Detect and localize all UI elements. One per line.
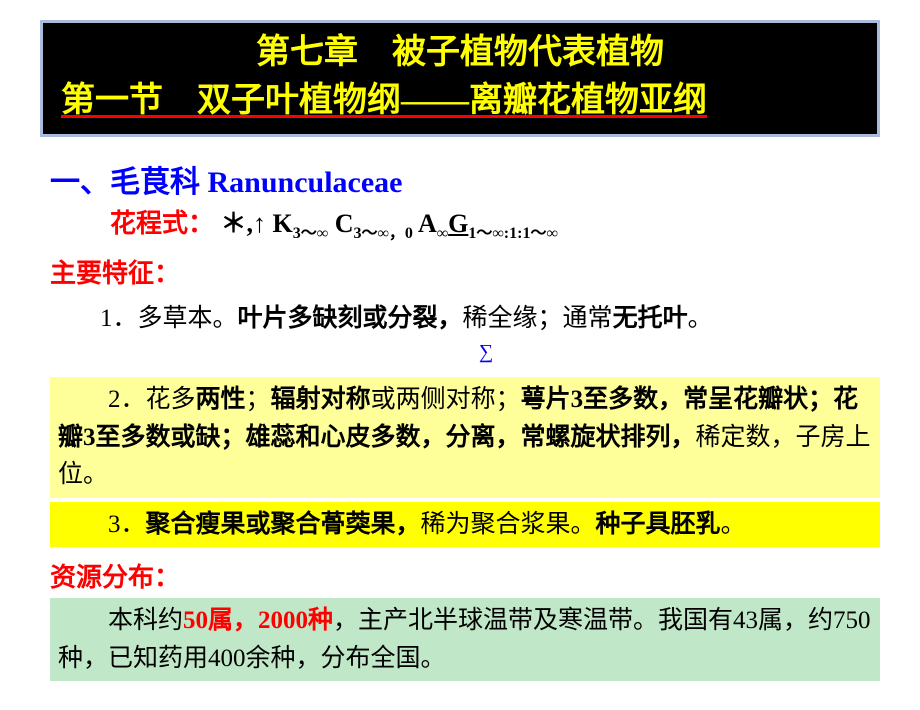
item1-b: 叶片多缺刻或分裂， xyxy=(238,305,463,332)
chapter-header: 第七章 被子植物代表植物 第一节 双子叶植物纲——离瓣花植物亚纲 xyxy=(40,20,880,137)
item2-b: 两性 xyxy=(196,386,246,413)
section-title: 第一节 双子叶植物纲——离瓣花植物亚纲 xyxy=(53,77,867,125)
feature-item-3: 3．聚合瘦果或聚合蓇葖果，稀为聚合浆果。种子具胚乳。 xyxy=(50,502,880,548)
item3-a: 聚合瘦果或聚合蓇葖果， xyxy=(146,511,421,538)
item1-num: 1． xyxy=(100,305,138,332)
floral-formula: 花程式： ＊,↑ K3～∞ C3～∞，0 A∞G1～∞:1:1～∞ xyxy=(50,203,880,243)
item2-c: ； xyxy=(246,386,271,413)
formula-arrow: ,↑ xyxy=(247,209,273,238)
formula-G: G xyxy=(448,209,468,238)
item3-d: 。 xyxy=(721,511,746,538)
item1-c: 稀全缘；通常 xyxy=(463,305,613,332)
main-features-label: 主要特征： xyxy=(50,253,880,290)
formula-C: C xyxy=(328,209,353,238)
formula-G-sub: 1～∞:1:1～∞ xyxy=(468,225,557,242)
formula-A-sub: ∞ xyxy=(437,225,448,242)
resource-label: 资源分布： xyxy=(50,557,880,594)
formula-C-sub: 3～∞，0 xyxy=(353,225,412,242)
formula-text: ＊,↑ K3～∞ C3～∞，0 A∞G1～∞:1:1～∞ xyxy=(221,209,558,238)
formula-label: 花程式： xyxy=(110,209,214,238)
item2-e: 或两侧对称； xyxy=(371,386,521,413)
family-title: 一、毛茛科 Ranunculaceae xyxy=(50,157,880,201)
formula-K: K xyxy=(273,209,293,238)
item3-c: 种子具胚乳 xyxy=(596,511,721,538)
item3-b: 稀为聚合浆果。 xyxy=(421,511,596,538)
item2-d: 辐射对称 xyxy=(271,386,371,413)
item1-d: 无托叶 xyxy=(613,305,688,332)
item1-a: 多草本。 xyxy=(138,305,238,332)
formula-A: A xyxy=(413,209,437,238)
content-area: 一、毛茛科 Ranunculaceae 花程式： ＊,↑ K3～∞ C3～∞，0… xyxy=(0,137,920,681)
feature-item-2: 2．花多两性；辐射对称或两侧对称；萼片3至多数，常呈花瓣状；花瓣3至多数或缺；雄… xyxy=(50,377,880,498)
feature-item-1: 1．多草本。叶片多缺刻或分裂，稀全缘；通常无托叶。 ∑ xyxy=(50,296,880,373)
formula-K-sub: 3～∞ xyxy=(293,225,328,242)
item3-num: 3． xyxy=(108,511,146,538)
sigma-marker: ∑ xyxy=(479,337,493,367)
item1-e: 。 xyxy=(688,305,713,332)
item2-a: 花多 xyxy=(146,386,196,413)
resource-body: 本科约50属，2000种，主产北半球温带及寒温带。我国有43属，约750种，已知… xyxy=(50,598,880,681)
chapter-title: 第七章 被子植物代表植物 xyxy=(53,29,867,77)
resource-prefix: 本科约 xyxy=(108,607,183,634)
item2-num: 2． xyxy=(108,386,146,413)
resource-count: 50属，2000种 xyxy=(183,607,333,634)
formula-asterisk: ＊ xyxy=(221,209,247,238)
